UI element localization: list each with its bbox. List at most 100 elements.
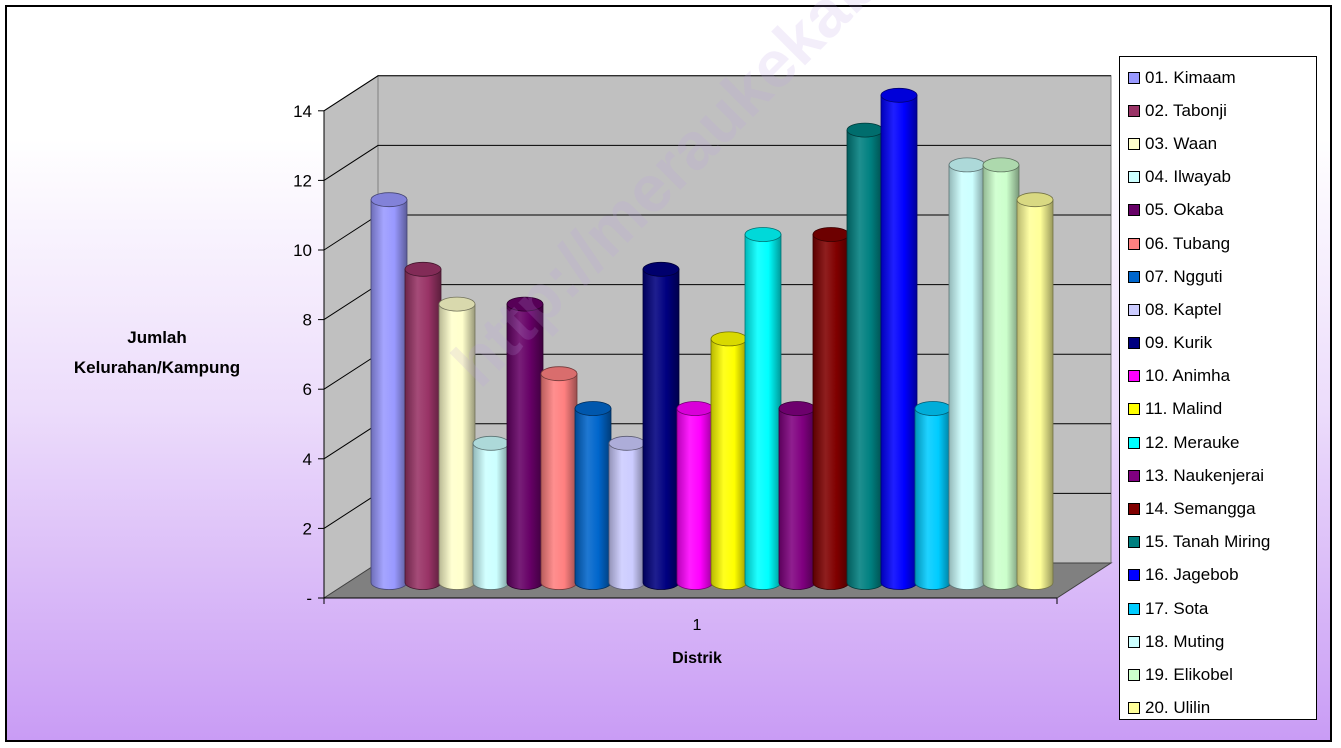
bar-top <box>914 401 952 416</box>
y-tick-label: 6 <box>303 380 312 399</box>
legend-label: 18. Muting <box>1145 631 1225 651</box>
bar-top <box>370 192 408 208</box>
legend-swatch <box>1128 204 1140 217</box>
bar-top <box>778 401 816 416</box>
legend-item: 06. Tubang <box>1120 227 1316 260</box>
legend-label: 13. Naukenjerai <box>1145 465 1265 485</box>
bar-top <box>676 401 714 416</box>
gridline <box>323 75 1111 112</box>
legend-swatch <box>1128 303 1140 316</box>
legend-item: 02. Tabonji <box>1120 94 1316 127</box>
bar-top <box>1016 192 1054 208</box>
bar-ilwayab <box>472 442 510 590</box>
bar-top <box>506 296 544 312</box>
bar-top <box>880 87 918 103</box>
legend-label: 09. Kurik <box>1145 333 1213 353</box>
legend-item: 19. Elikobel <box>1120 658 1316 691</box>
bar-top <box>404 261 442 277</box>
legend-label: 02. Tabonji <box>1145 100 1227 120</box>
bar-muting <box>948 164 986 590</box>
legend-swatch <box>1128 702 1140 715</box>
bar-kurik <box>642 268 680 590</box>
bar-top <box>540 366 578 382</box>
bar-okaba <box>506 303 544 590</box>
y-tick-label: 8 <box>303 311 312 330</box>
bar-top <box>710 331 748 347</box>
bar-top <box>846 122 884 138</box>
bar-waan <box>438 303 476 590</box>
legend-label: 19. Elikobel <box>1145 664 1233 684</box>
legend-swatch <box>1128 668 1140 681</box>
legend-label: 04. Ilwayab <box>1145 167 1231 187</box>
legend-label: 08. Kaptel <box>1145 299 1222 319</box>
legend-item: 18. Muting <box>1120 625 1316 658</box>
bar-kaptel <box>608 442 646 590</box>
legend-swatch <box>1128 503 1140 516</box>
legend-label: 06. Tubang <box>1145 233 1231 253</box>
legend-swatch <box>1128 436 1140 449</box>
bar-semangga <box>812 234 850 590</box>
legend-item: 01. Kimaam <box>1120 61 1316 94</box>
legend-label: 15. Tanah Miring <box>1145 532 1271 552</box>
legend-swatch <box>1128 270 1140 283</box>
legend-item: 10. Animha <box>1120 360 1316 393</box>
bar-ngguti <box>574 408 612 590</box>
bar-naukenjerai <box>778 408 816 590</box>
chart-legend: 01. Kimaam 02. Tabonji 03. Waan 04. Ilwayab… <box>1119 56 1317 720</box>
legend-label: 07. Ngguti <box>1145 266 1223 286</box>
legend-label: 20. Ulilin <box>1145 698 1211 718</box>
bar-top <box>812 227 850 242</box>
legend-swatch <box>1128 104 1140 117</box>
y-tick-label: 12 <box>293 171 312 190</box>
chart-plot: - 2 4 6 8 10 12 14 <box>293 74 1113 608</box>
y-tick-label: 14 <box>293 102 312 121</box>
legend-item: 16. Jagebob <box>1120 559 1316 592</box>
legend-swatch <box>1128 635 1140 648</box>
legend-label: 17. Sota <box>1145 598 1209 618</box>
legend-label: 03. Waan <box>1145 133 1218 153</box>
bar-top <box>574 401 612 416</box>
legend-item: 08. Kaptel <box>1120 293 1316 326</box>
legend-swatch <box>1128 237 1140 250</box>
legend-item: 20. Ulilin <box>1120 692 1316 725</box>
bar-jagebob <box>880 94 918 590</box>
legend-swatch <box>1128 536 1140 549</box>
bar-merauke <box>744 234 782 590</box>
legend-swatch <box>1128 569 1140 582</box>
bar-top <box>948 157 986 173</box>
legend-label: 14. Semangga <box>1145 499 1256 519</box>
legend-swatch <box>1128 171 1140 184</box>
bar-top <box>438 296 476 312</box>
legend-item: 13. Naukenjerai <box>1120 459 1316 492</box>
legend-swatch <box>1128 602 1140 615</box>
chart-frame: - 2 4 6 8 10 12 14 Jumlah Kelurahan/Kampung 1 D… <box>5 0 1332 742</box>
bar-tabonji <box>404 268 442 590</box>
legend-item: 09. Kurik <box>1120 327 1316 360</box>
legend-label: 05. Okaba <box>1145 200 1224 220</box>
legend-swatch <box>1128 337 1140 350</box>
y-tick-label: 10 <box>293 241 312 260</box>
legend-item: 11. Malind <box>1120 393 1316 426</box>
bar-elikobel <box>982 164 1020 590</box>
legend-swatch <box>1128 370 1140 383</box>
bar-malind <box>710 338 748 590</box>
x-axis-label: Distrik <box>672 650 722 667</box>
legend-label: 12. Merauke <box>1145 432 1240 452</box>
legend-swatch <box>1128 469 1140 482</box>
bar-tubang <box>540 373 578 590</box>
legend-label: 10. Animha <box>1145 366 1231 386</box>
legend-item: 07. Ngguti <box>1120 260 1316 293</box>
legend-item: 04. Ilwayab <box>1120 161 1316 194</box>
legend-item: 17. Sota <box>1120 592 1316 625</box>
legend-swatch <box>1128 137 1140 150</box>
x-tick-label: 1 <box>692 617 702 634</box>
y-tick-label: - <box>306 589 312 608</box>
bar-animha <box>676 408 714 590</box>
legend-swatch <box>1128 71 1140 84</box>
legend-label: 16. Jagebob <box>1145 565 1239 585</box>
legend-swatch <box>1128 403 1140 416</box>
legend-label: 01. Kimaam <box>1145 67 1236 87</box>
bar-ulilin <box>1016 199 1054 590</box>
bar-top <box>642 261 680 277</box>
bar-sota <box>914 408 952 590</box>
